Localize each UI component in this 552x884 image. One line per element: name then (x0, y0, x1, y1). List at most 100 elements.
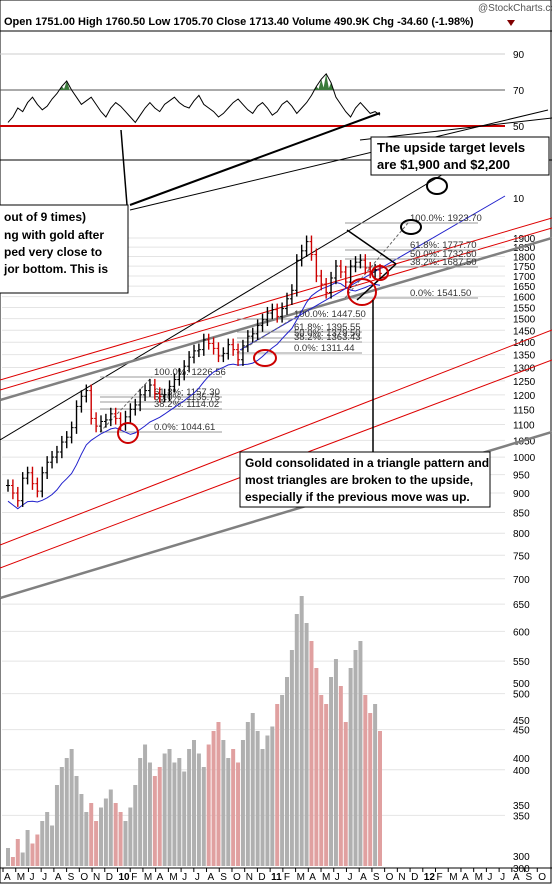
triangle-callout-line2: most triangles are broken to the upside, (245, 473, 473, 487)
fib-level-label: 61.8%: 1777.70 (410, 240, 477, 251)
triangle-pattern (346, 229, 397, 301)
x-tick-label: A (513, 872, 520, 883)
volume-bar (157, 767, 162, 866)
chg-value: -34.60 (-1.98%) (397, 16, 474, 28)
x-tick-label: O (386, 872, 394, 883)
fib-level-label: 38.2%: 1363.43 (294, 332, 361, 343)
price-tick-label: 1800 (513, 252, 536, 263)
fib-level-label: 61.8%: 1395.55 (294, 322, 361, 333)
volume-bar (216, 722, 221, 866)
triangle-callout-box (239, 451, 491, 508)
left-callout: out of 9 times) ng with gold after ped v… (0, 204, 129, 294)
x-tick-label: A (462, 872, 469, 883)
x-tick-label: J (195, 872, 200, 883)
x-tick-label: D (411, 872, 418, 883)
x-tick-label: 12 (424, 872, 436, 883)
volume-bar (59, 767, 64, 866)
fib-level-label: 50.0%: 1732.60 (410, 249, 477, 260)
x-tick-label: J (347, 872, 352, 883)
x-tick-label: A (208, 872, 215, 883)
circle-bottom-2009 (117, 422, 139, 444)
price-tick-label: 1150 (513, 405, 535, 416)
price-bars (6, 235, 382, 507)
price-tick-label: 1650 (513, 282, 536, 293)
x-tick-label: A (4, 872, 11, 883)
volume-bar (177, 758, 182, 866)
highlight-circles (117, 177, 448, 444)
x-tick-label: M (322, 872, 330, 883)
fib-level-label: 0.0%: 1311.44 (294, 343, 355, 354)
x-tick-label: S (68, 872, 75, 883)
volume-tick-label: 350 (513, 801, 530, 812)
fib-trend-line (99, 376, 153, 433)
volume-bar (147, 762, 152, 866)
price-tick-label: 700 (513, 575, 530, 586)
volume-bar (348, 668, 353, 866)
volume-bar (20, 852, 25, 866)
rsi-tick-90: 90 (513, 50, 525, 61)
volume-bar (138, 758, 143, 866)
fib-level-label: 38.2%: 1114.02 (154, 399, 219, 410)
x-tick-label: 10 (118, 872, 130, 883)
moving-average-line (7, 281, 381, 510)
callout-connector-target (359, 117, 552, 141)
volume-bar (103, 798, 108, 866)
volume-bar (255, 731, 260, 866)
volume-bar (245, 722, 250, 866)
svg-text:Open 1751.00 High 1760.50 Lo: Open 1751.00 High 1760.50 Low 1705.70 Cl… (4, 16, 474, 28)
volume-bar (285, 677, 289, 866)
volume-bar (25, 830, 30, 866)
left-callout-line2: ng with gold after (4, 228, 104, 242)
volume-bar (74, 776, 79, 866)
volume-bar (275, 704, 280, 866)
volume-tick-label: 500 (513, 679, 530, 690)
circle-bottom-2011-sep (347, 278, 377, 306)
volume-bar (363, 695, 368, 866)
volume-bar (113, 803, 118, 866)
volume-bar (201, 767, 206, 866)
close-label: Close (216, 16, 246, 28)
volume-tick-label: 450 (513, 716, 530, 727)
price-tick-label: 1200 (513, 391, 536, 402)
open-value: 1751.00 (35, 16, 75, 28)
volume-bar (99, 807, 103, 866)
channel-line-black-2 (129, 112, 381, 206)
price-tick-label: 550 (513, 657, 530, 668)
x-tick-label: M (169, 872, 177, 883)
x-tick-label: 11 (271, 872, 282, 883)
triangle-callout-line1: Gold consolidated in a triangle pattern … (245, 456, 489, 470)
volume-bar (378, 731, 382, 866)
volume-bar (304, 623, 309, 866)
volume-bar (314, 668, 319, 866)
chg-label: Chg (373, 16, 394, 28)
ohlc-header: Open 1751.00 High 1760.50 Low 1705.70 Cl… (4, 16, 515, 28)
price-tick-label: 1250 (513, 377, 536, 388)
volume-bar (167, 749, 172, 866)
x-tick-label: A (157, 872, 164, 883)
volume-bar (84, 812, 89, 866)
channel-line-red-1 (0, 227, 552, 391)
volume-bar (353, 650, 358, 866)
fib-level-label: 50.0%: 1135.75 (154, 392, 220, 403)
channel-line-red-3 (0, 329, 552, 546)
volume-bar (368, 713, 373, 866)
volume-bar (182, 771, 187, 866)
x-tick-label: D (258, 872, 265, 883)
volume-bar (324, 704, 329, 866)
x-tick-label: O (538, 872, 546, 883)
close-value: 1713.40 (249, 16, 289, 28)
volume-bar (162, 753, 167, 866)
volume-ticks: 500 450 400 350 300 (513, 679, 530, 863)
fib-level-label: 38.2%: 1687.50 (410, 257, 477, 268)
volume-bar (6, 848, 10, 866)
left-callout-line4: jor bottom. This is (3, 262, 108, 276)
x-tick-label: F (284, 872, 290, 883)
volume-bar (211, 731, 216, 866)
volume-bar (343, 722, 348, 866)
rsi-tick-70: 70 (513, 86, 525, 97)
volume-bar (79, 794, 84, 866)
x-tick-label: N (246, 872, 253, 883)
rsi-tick-50: 50 (513, 122, 525, 133)
fib-trend-line (344, 222, 409, 299)
